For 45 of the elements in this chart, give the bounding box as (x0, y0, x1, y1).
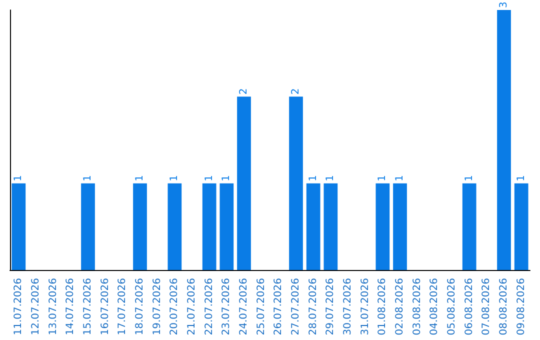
data-label: 1 (516, 174, 527, 182)
data-label: 1 (464, 174, 475, 182)
x-tick-label: 24.07.2026 (238, 278, 250, 336)
data-label: 1 (204, 174, 215, 182)
x-tick-label: 17.07.2026 (117, 278, 128, 336)
x-tick-label: 27.07.2026 (290, 278, 302, 336)
x-tick-label: 26.07.2026 (273, 278, 284, 336)
x-tick-label: 05.08.2026 (446, 278, 458, 336)
x-tick-label: 09.08.2026 (516, 278, 527, 336)
x-tick-label: 23.07.2026 (221, 278, 232, 336)
x-tick-label: 31.07.2026 (360, 278, 371, 336)
x-tick-label: 30.07.2026 (342, 278, 354, 336)
x-tick-label: 13.07.2026 (48, 278, 59, 336)
data-label: 1 (169, 174, 180, 182)
x-tick-label: 20.07.2026 (169, 278, 180, 336)
x-tick-label: 06.08.2026 (464, 278, 475, 336)
x-tick-label: 16.07.2026 (100, 278, 111, 336)
x-tick-label: 14.07.2026 (65, 278, 76, 336)
x-tick-label: 25.07.2026 (256, 278, 267, 336)
x-tick-label: 28.07.2026 (308, 278, 319, 336)
x-tick-label: 22.07.2026 (204, 278, 215, 336)
data-label: 1 (221, 174, 232, 182)
data-label: 1 (325, 174, 336, 182)
x-tick-label: 07.08.2026 (481, 278, 492, 336)
data-label: 3 (498, 2, 510, 8)
x-tick-label: 08.08.2026 (498, 278, 510, 336)
x-tick-label: 03.08.2026 (412, 278, 423, 336)
data-label: 1 (82, 174, 94, 182)
x-tick-label: 19.07.2026 (152, 278, 163, 336)
x-tick-label: 12.07.2026 (30, 278, 42, 336)
x-tick-label: 18.07.2026 (134, 278, 146, 336)
x-tick-label: 29.07.2026 (325, 278, 336, 336)
data-label: 1 (377, 174, 388, 182)
data-label: 2 (290, 88, 302, 95)
data-label: 1 (134, 174, 146, 182)
data-label: 1 (394, 174, 406, 182)
data-label: 1 (308, 174, 319, 182)
x-tick-label: 11.07.2026 (13, 278, 24, 336)
data-label: 1 (13, 174, 24, 182)
x-tick-label: 21.07.2026 (186, 278, 198, 336)
x-tick-label: 02.08.2026 (394, 278, 406, 336)
x-tick-label: 04.08.2026 (429, 278, 440, 336)
x-tick-label: 15.07.2026 (82, 278, 94, 336)
x-tick-label: 01.08.2026 (377, 278, 388, 336)
data-label: 2 (238, 88, 250, 95)
